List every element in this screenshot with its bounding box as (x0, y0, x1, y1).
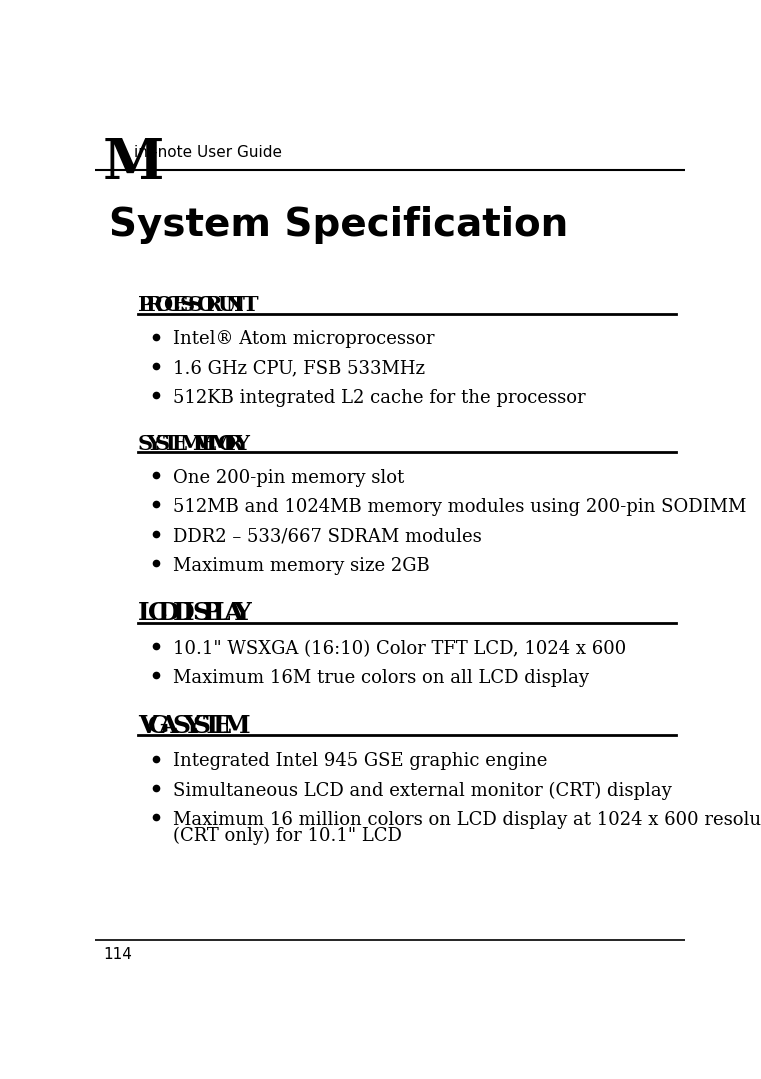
Text: V: V (138, 714, 157, 738)
Text: S: S (138, 434, 153, 453)
Text: ini-note User Guide: ini-note User Guide (134, 145, 282, 160)
Text: Intel® Atom microprocessor: Intel® Atom microprocessor (173, 330, 434, 349)
Text: L: L (213, 601, 231, 626)
Text: S: S (180, 295, 195, 315)
Text: R: R (205, 295, 222, 315)
Text: L: L (138, 601, 155, 626)
Text: P: P (138, 295, 154, 315)
Text: U: U (217, 295, 235, 315)
Text: Maximum memory size 2GB: Maximum memory size 2GB (173, 557, 429, 575)
Text: O: O (154, 295, 173, 315)
Text: Maximum 16M true colors on all LCD display: Maximum 16M true colors on all LCD displ… (173, 669, 588, 687)
Text: DDR2 – 533/667 SDRAM modules: DDR2 – 533/667 SDRAM modules (173, 528, 482, 546)
Text: N: N (225, 295, 244, 315)
Text: 512MB and 1024MB memory modules using 200-pin SODIMM: 512MB and 1024MB memory modules using 20… (173, 498, 746, 517)
Text: A: A (223, 601, 243, 626)
Text: E: E (171, 295, 187, 315)
Text: T: T (203, 714, 221, 738)
Text: I: I (234, 295, 244, 315)
Text: S: S (193, 714, 211, 738)
Text: E: E (200, 434, 216, 453)
Text: T: T (242, 295, 258, 315)
Text: D: D (158, 601, 180, 626)
Text: 512KB integrated L2 cache for the processor: 512KB integrated L2 cache for the proces… (173, 388, 585, 407)
Text: C: C (148, 601, 167, 626)
Text: System Specification: System Specification (109, 206, 568, 245)
Text: O: O (196, 295, 215, 315)
Text: T: T (163, 434, 179, 453)
Text: Y: Y (183, 714, 201, 738)
Text: G: G (148, 714, 169, 738)
Text: Maximum 16 million colors on LCD display at 1024 x 600 resolution: Maximum 16 million colors on LCD display… (173, 811, 761, 829)
Text: Y: Y (234, 434, 249, 453)
Text: C: C (163, 295, 180, 315)
Text: R: R (225, 434, 243, 453)
Text: P: P (203, 601, 221, 626)
Text: (CRT only) for 10.1" LCD: (CRT only) for 10.1" LCD (173, 827, 402, 845)
Text: D: D (173, 601, 194, 626)
Text: S: S (188, 295, 203, 315)
Text: Y: Y (233, 601, 251, 626)
Text: Y: Y (146, 434, 161, 453)
Text: O: O (217, 434, 235, 453)
Text: M: M (223, 714, 250, 738)
Text: A: A (158, 714, 177, 738)
Text: S: S (173, 714, 191, 738)
Text: One 200-pin memory slot: One 200-pin memory slot (173, 469, 404, 487)
Text: S: S (154, 434, 170, 453)
Text: Integrated Intel 945 GSE graphic engine: Integrated Intel 945 GSE graphic engine (173, 752, 547, 770)
Text: E: E (213, 714, 232, 738)
Text: 1.6 GHz CPU, FSB 533MHz: 1.6 GHz CPU, FSB 533MHz (173, 359, 425, 378)
Text: E: E (171, 434, 187, 453)
Text: M: M (103, 136, 164, 191)
Text: M: M (180, 434, 202, 453)
Text: R: R (146, 295, 164, 315)
Text: 10.1" WSXGA (16:10) Color TFT LCD, 1024 x 600: 10.1" WSXGA (16:10) Color TFT LCD, 1024 … (173, 640, 626, 658)
Text: 114: 114 (103, 947, 132, 962)
Text: Simultaneous LCD and external monitor (CRT) display: Simultaneous LCD and external monitor (C… (173, 781, 671, 800)
Text: I: I (183, 601, 194, 626)
Text: S: S (193, 601, 211, 626)
Text: M: M (192, 434, 215, 453)
Text: M: M (209, 434, 232, 453)
